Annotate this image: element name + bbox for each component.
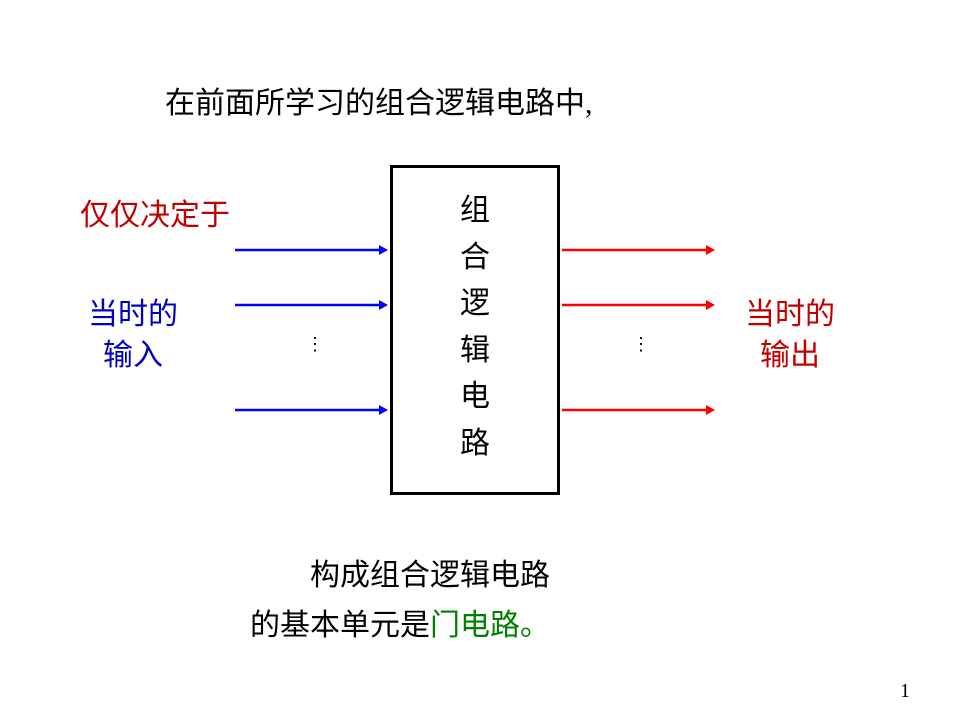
input-label: 当时的 输入: [88, 295, 178, 376]
left-top-label: 仅仅决定于: [80, 190, 230, 234]
output-label-line1: 当时的: [745, 295, 835, 336]
left-top-label-text: 仅仅决定于: [80, 199, 230, 232]
bottom-line-2-highlight: 门电路。: [430, 609, 550, 642]
page-number: 1: [900, 680, 910, 703]
bottom-line-2: 的基本单元是门电路。: [250, 600, 550, 644]
input-label-line2: 输入: [88, 336, 178, 377]
bottom-line-2-prefix: 的基本单元是: [250, 609, 430, 642]
input-arrows: [235, 245, 388, 415]
logic-box: 组 合 逻 辑 电 路: [390, 165, 560, 495]
input-label-line1: 当时的: [88, 295, 178, 336]
output-label-line2: 输出: [745, 336, 835, 377]
bottom-line-1: 构成组合逻辑电路: [310, 550, 550, 594]
output-label: 当时的 输出: [745, 295, 835, 376]
logic-box-text: 组 合 逻 辑 电 路: [393, 188, 557, 467]
vdots-right: ⋮: [632, 340, 650, 349]
slide-title: 在前面所学习的组合逻辑电路中,: [165, 78, 593, 122]
output-arrows: [562, 245, 715, 415]
vdots-left: ⋮: [306, 340, 324, 349]
